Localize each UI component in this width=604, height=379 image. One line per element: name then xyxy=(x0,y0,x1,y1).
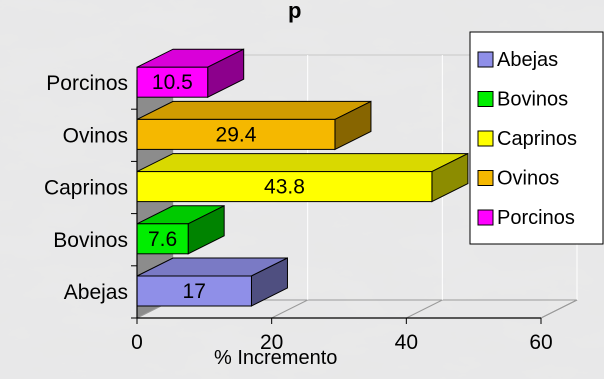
data-label: 43.8 xyxy=(264,176,305,199)
data-label: 7.6 xyxy=(148,228,177,251)
data-label: 10.5 xyxy=(152,71,193,94)
bar-abejas: 17 xyxy=(136,257,288,307)
legend-swatch xyxy=(477,130,494,147)
category-label: Abejas xyxy=(64,281,128,304)
category-labels: Abejas Bovinos Caprinos Ovinos Porcinos xyxy=(44,72,137,319)
legend-item-bovinos: Bovinos xyxy=(477,89,568,111)
legend-item-abejas: Abejas xyxy=(477,49,558,71)
bar-porcinos: 10.5 xyxy=(136,48,245,99)
tick-label: 20 xyxy=(260,331,283,354)
bar-bovinos: 7.6 xyxy=(136,204,225,255)
x-axis-title: % Incremento xyxy=(214,347,337,369)
tick-label: 60 xyxy=(529,331,552,354)
chart-title-fragment: p xyxy=(288,0,301,23)
bar-ovinos: 29.4 xyxy=(136,100,372,151)
floor-gridline xyxy=(540,299,578,319)
bar-top-face xyxy=(136,153,469,173)
category-label: Caprinos xyxy=(44,177,128,200)
legend-swatch xyxy=(477,170,494,186)
tick-labels: 0 20 40 60 xyxy=(131,318,553,354)
floor-gridline xyxy=(271,299,308,319)
category-label: Porcinos xyxy=(46,72,128,95)
legend-label: Abejas xyxy=(497,49,558,71)
bars-group: 17 7.6 43.8 29.4 10.5 xyxy=(136,48,469,307)
bar-caprinos: 43.8 xyxy=(136,152,469,203)
legend-label: Porcinos xyxy=(497,207,575,229)
legend-label: Ovinos xyxy=(497,168,559,190)
bar-front-face xyxy=(136,275,252,307)
data-label: 17 xyxy=(183,280,206,303)
legend-item-porcinos: Porcinos xyxy=(477,207,575,229)
legend-label: Bovinos xyxy=(497,89,568,111)
legend-swatch xyxy=(477,209,494,226)
legend-swatch xyxy=(477,91,494,107)
category-label: Bovinos xyxy=(53,229,128,252)
category-label: Ovinos xyxy=(63,124,128,147)
legend-swatch xyxy=(477,51,494,68)
legend: Abejas Bovinos Caprinos Ovinos Porcinos xyxy=(469,31,604,245)
data-label: 29.4 xyxy=(216,123,257,146)
bar-front-face xyxy=(136,118,336,150)
bar-front-face xyxy=(136,171,433,203)
legend-label: Caprinos xyxy=(497,128,577,150)
floor-gridline xyxy=(406,299,443,319)
tick-label: 40 xyxy=(395,331,418,354)
legend-item-ovinos: Ovinos xyxy=(477,168,559,190)
tick-label: 0 xyxy=(131,331,143,354)
plot-area: 17 7.6 43.8 29.4 10.5 0 20 40 60 Abejas Bovinos C… xyxy=(44,48,578,354)
bar-front-face xyxy=(136,66,209,98)
legend-item-caprinos: Caprinos xyxy=(477,128,577,150)
bar-top-face xyxy=(136,100,372,120)
